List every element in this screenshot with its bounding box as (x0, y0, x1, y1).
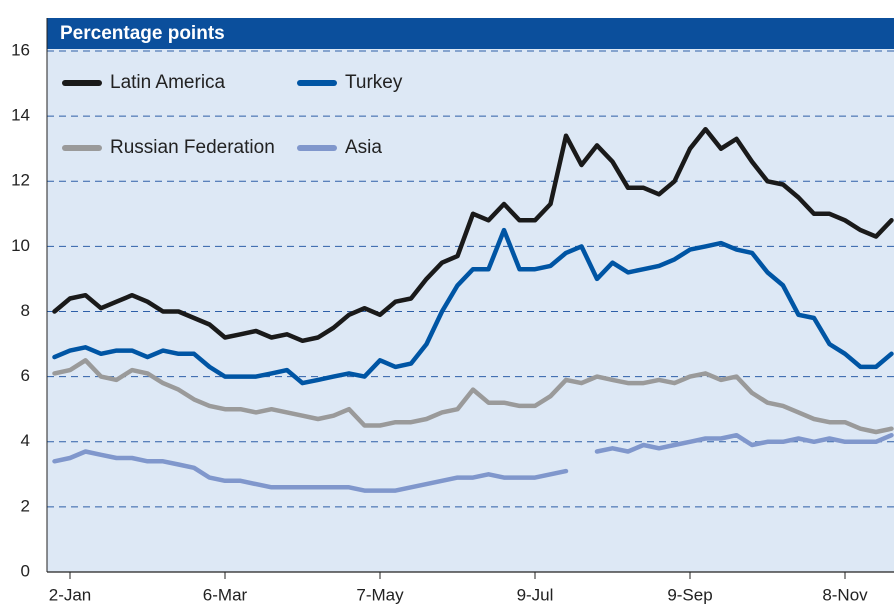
x-tick-label: 8-Nov (822, 585, 868, 604)
y-tick-label: 4 (21, 431, 30, 450)
header-band (47, 18, 894, 49)
y-tick-label: 14 (11, 106, 30, 125)
y-tick-label: 2 (21, 496, 30, 515)
y-tick-label: 6 (21, 366, 30, 385)
chart-title: Percentage points (60, 23, 225, 44)
legend: Latin America Turkey Russian Federation Asi… (62, 72, 403, 158)
x-tick-label: 9-Jul (517, 585, 554, 604)
x-tick-label: 6-Mar (203, 585, 248, 604)
y-tick-label: 16 (11, 40, 30, 59)
y-tick-label: 12 (11, 171, 30, 190)
y-tick-label: 8 (21, 301, 30, 320)
series-line (52, 432, 894, 493)
x-tick-label: 9-Sep (667, 585, 712, 604)
series-line (52, 126, 894, 344)
legend-label: Russian Federation (110, 137, 275, 158)
plot-background (47, 18, 894, 572)
y-tick-label: 10 (11, 236, 30, 255)
series-line (52, 358, 894, 435)
legend-label: Latin America (110, 72, 226, 93)
y-tick-label: 0 (21, 561, 30, 580)
axes: 0 2 4 6 8 10 12 14 16 2-Jan 6-Mar 7-May 9-Jul 9-Sep 8-… (11, 18, 894, 604)
series-line (52, 227, 894, 386)
legend-label: Asia (345, 137, 382, 158)
legend-label: Turkey (345, 72, 403, 93)
x-tick-label: 2-Jan (49, 585, 92, 604)
lines (52, 126, 894, 493)
x-tick-label: 7-May (356, 585, 404, 604)
